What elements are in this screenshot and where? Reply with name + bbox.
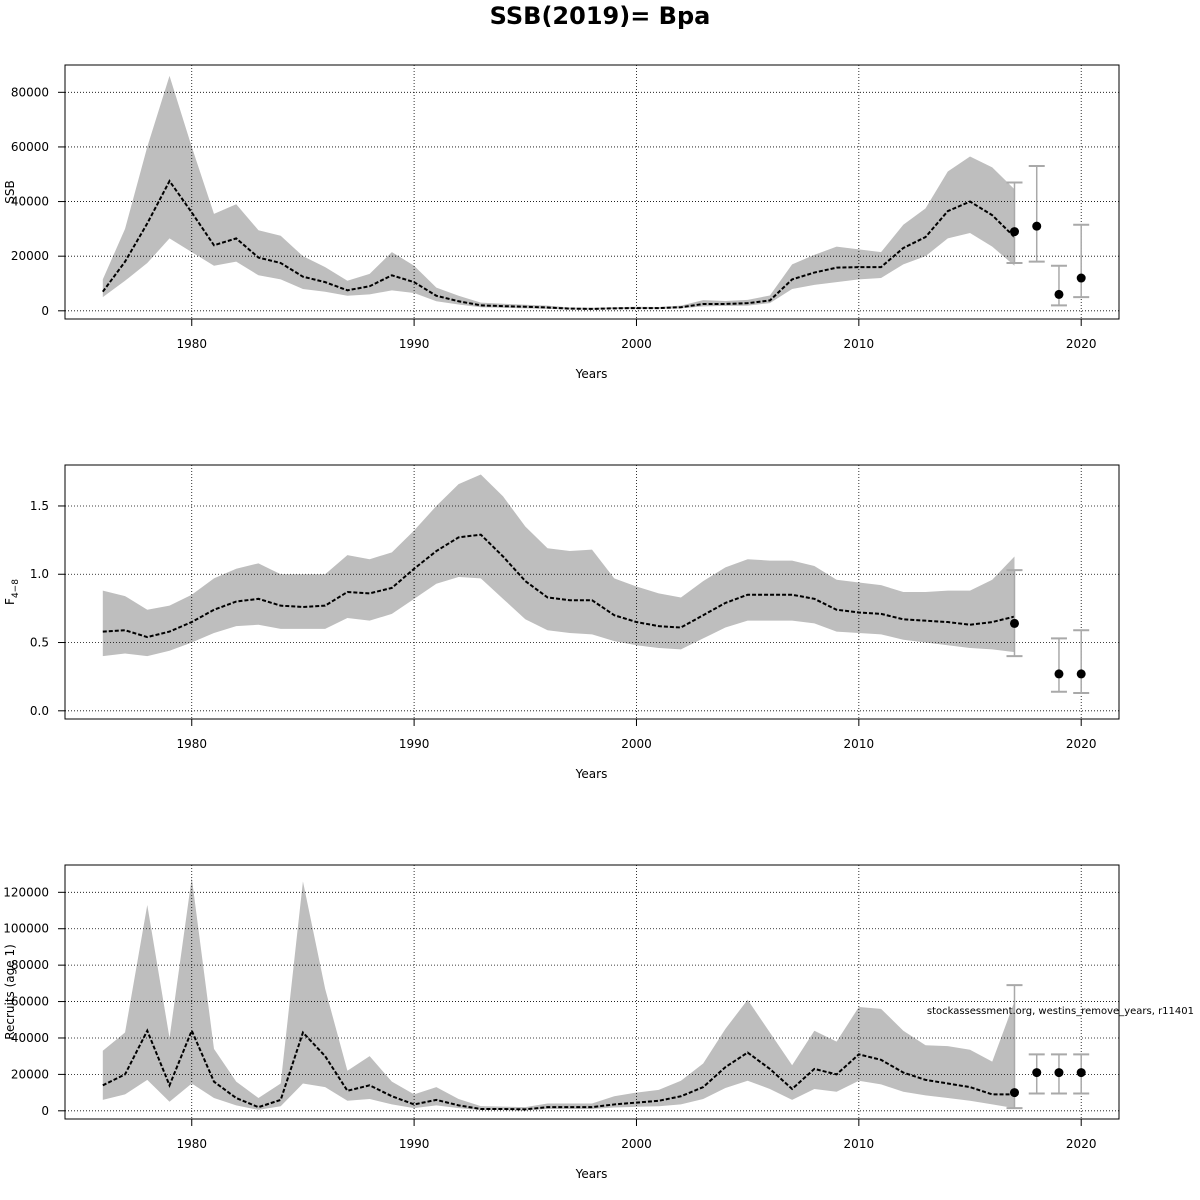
x-tick-label: 2010	[844, 337, 875, 351]
y-tick-label: 20000	[11, 1067, 49, 1081]
forecast-point	[1009, 227, 1019, 237]
confidence-band	[102, 474, 1015, 657]
plot-frame	[64, 464, 1120, 720]
ssb-panel: 1980 1990 2000 2010 2020 0 20000 40000 60000 8000…	[3, 64, 1120, 381]
y-tick-label: 20000	[11, 249, 49, 263]
x-tick-label: 2020	[1066, 337, 1097, 351]
x-axis-title: Years	[575, 767, 608, 781]
y-axis-title: Recruits (age 1)	[3, 944, 17, 1040]
estimate-line	[102, 1028, 1015, 1111]
x-tick-label: 2000	[621, 337, 652, 351]
forecast-point	[1054, 669, 1064, 679]
chart-title: SSB(2019)= Bpa	[489, 2, 711, 30]
forecast-point	[1076, 273, 1086, 283]
x-tick-label: 2000	[621, 1137, 652, 1151]
x-tick-label: 2020	[1066, 737, 1097, 751]
forecast-point	[1009, 618, 1019, 628]
x-tick-label: 2010	[844, 737, 875, 751]
estimate-line	[102, 533, 1015, 639]
x-tick-label: 1990	[399, 1137, 430, 1151]
y-tick-label: 0.0	[30, 704, 49, 718]
x-axis-title: Years	[575, 367, 608, 381]
x-tick-label: 2010	[844, 1137, 875, 1151]
x-axis-title: Years	[575, 1167, 608, 1181]
x-tick-label: 1980	[176, 737, 207, 751]
fishing-mortality-panel: 1980 1990 2000 2010 2020 0.0 0.5 1.0 1.5 Years F4−…	[3, 464, 1120, 781]
forecast-point	[1076, 669, 1086, 679]
y-tick-label: 80000	[11, 85, 49, 99]
y-axis-title-subscript: 4−8	[11, 579, 21, 598]
y-tick-label: 80000	[11, 958, 49, 972]
y-tick-label: 60000	[11, 140, 49, 154]
y-tick-label: 1.5	[30, 499, 49, 513]
estimate-line	[101, 179, 1016, 310]
x-tick-label: 2000	[621, 737, 652, 751]
confidence-band	[102, 75, 1015, 310]
y-tick-label: 40000	[11, 195, 49, 209]
y-tick-label: 120000	[3, 885, 49, 899]
forecast-point	[1032, 1068, 1042, 1078]
forecast-point	[1009, 1088, 1019, 1098]
recruitment-panel: 1980 1990 2000 2010 2020 0 20000 40000 60000 8000…	[3, 864, 1120, 1181]
y-axis-title: SSB	[3, 180, 17, 203]
y-tick-label: 60000	[11, 995, 49, 1009]
y-tick-label: 40000	[11, 1031, 49, 1045]
y-axis-title: F4−8	[3, 579, 21, 605]
forecast-point	[1054, 1068, 1064, 1078]
x-tick-label: 1980	[176, 1137, 207, 1151]
watermark-text: stockassessment.org, westins_remove_year…	[927, 1006, 1194, 1017]
x-tick-label: 2020	[1066, 1137, 1097, 1151]
plot-frame	[64, 864, 1120, 1120]
x-tick-label: 1990	[399, 737, 430, 751]
plot-frame	[64, 64, 1120, 320]
y-tick-label: 0	[41, 304, 49, 318]
x-tick-label: 1980	[176, 337, 207, 351]
x-tick-label: 1990	[399, 337, 430, 351]
forecast-point	[1076, 1068, 1086, 1078]
y-tick-label: 1.0	[30, 567, 49, 581]
confidence-band	[102, 877, 1015, 1111]
y-tick-label: 100000	[3, 922, 49, 936]
y-tick-label: 0	[41, 1104, 49, 1118]
forecast-point	[1054, 289, 1064, 299]
forecast-point	[1032, 221, 1042, 231]
y-tick-label: 0.5	[30, 636, 49, 650]
